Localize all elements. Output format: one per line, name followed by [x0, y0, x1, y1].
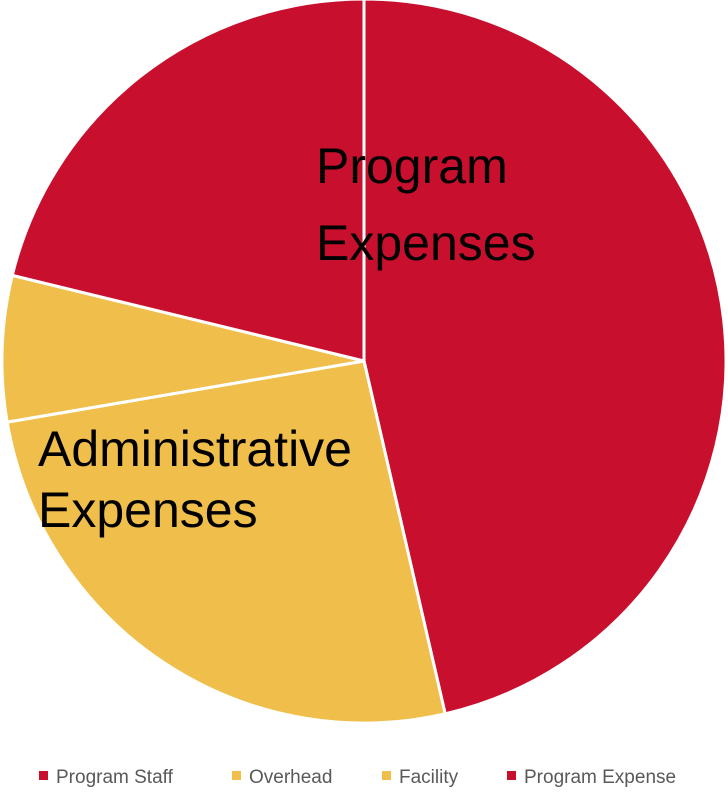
annotation-program-expenses: Program Expenses [316, 138, 536, 271]
pie-slices [0, 0, 728, 725]
legend-item-program-staff[interactable]: Program Staff [39, 767, 174, 788]
legend: Program Staff Overhead Facility Program … [39, 767, 676, 788]
legend-item-program-expense[interactable]: Program Expense [507, 767, 676, 788]
pie-slice-program-expense[interactable] [10, 0, 366, 363]
annotation-administrative-expenses-line-1: Administrative [38, 421, 352, 477]
annotation-administrative-expenses-line-2: Expenses [38, 482, 258, 538]
legend-swatch-program-staff [39, 771, 48, 780]
legend-swatch-facility [382, 771, 391, 780]
legend-label-overhead: Overhead [249, 767, 332, 788]
legend-swatch-overhead [232, 771, 241, 780]
annotation-program-expenses-line-2: Expenses [316, 215, 536, 271]
legend-label-facility: Facility [399, 767, 459, 788]
legend-label-program-staff: Program Staff [56, 767, 174, 788]
pie-slice-facility[interactable] [0, 273, 366, 424]
legend-item-facility[interactable]: Facility [382, 767, 459, 788]
legend-item-overhead[interactable]: Overhead [232, 767, 332, 788]
legend-label-program-expense: Program Expense [524, 767, 676, 788]
pie-slice-program-staff[interactable] [362, 0, 728, 716]
annotation-program-expenses-line-1: Program [316, 138, 508, 194]
annotation-administrative-expenses: Administrative Expenses [38, 421, 352, 538]
legend-swatch-program-expense [507, 771, 516, 780]
pie-slice-overhead[interactable] [5, 359, 447, 725]
